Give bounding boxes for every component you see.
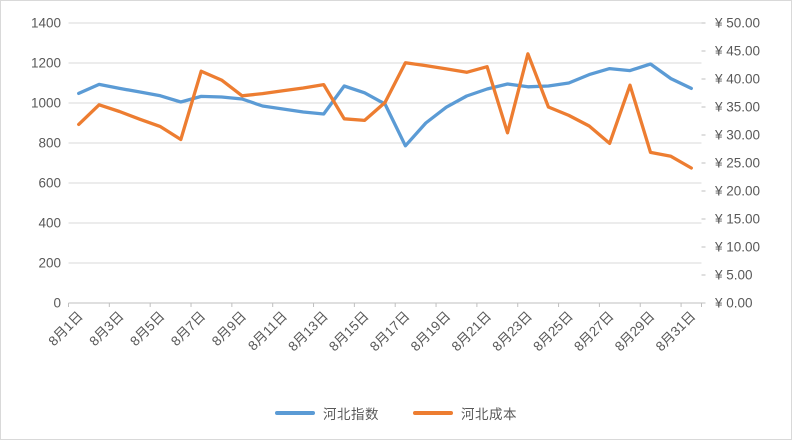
x-axis-label: 8月9日 bbox=[209, 309, 249, 349]
legend-item[interactable]: 河北指数 bbox=[275, 403, 379, 423]
legend-item[interactable]: 河北成本 bbox=[413, 403, 517, 423]
legend-label: 河北成本 bbox=[461, 407, 517, 422]
x-axis-label: 8月3日 bbox=[86, 309, 126, 349]
x-axis-label: 8月19日 bbox=[408, 309, 454, 355]
x-axis-label: 8月11日 bbox=[245, 309, 290, 354]
x-axis-label: 8月29日 bbox=[612, 309, 658, 355]
y-axis-left-label: 800 bbox=[38, 136, 61, 151]
x-axis-label: 8月5日 bbox=[127, 309, 167, 349]
x-axis-label: 8月17日 bbox=[367, 309, 413, 355]
y-axis-right-label: ¥ 45.00 bbox=[714, 44, 760, 59]
y-axis-right-label: ¥ 25.00 bbox=[714, 156, 760, 171]
y-axis-left-label: 1000 bbox=[31, 96, 61, 111]
x-axis-label: 8月1日 bbox=[46, 309, 86, 349]
legend: 河北指数 河北成本 bbox=[1, 403, 791, 423]
series-line-1[interactable] bbox=[77, 52, 693, 170]
legend-line-swatch bbox=[275, 411, 315, 415]
y-axis-left-label: 0 bbox=[53, 296, 61, 311]
x-axis-label: 8月13日 bbox=[285, 309, 331, 355]
y-axis-right-label: ¥ 40.00 bbox=[714, 72, 760, 87]
y-axis-left-label: 600 bbox=[38, 176, 61, 191]
y-axis-right-label: ¥ 50.00 bbox=[714, 16, 760, 31]
y-axis-left-label: 400 bbox=[38, 216, 61, 231]
x-axis-label: 8月7日 bbox=[168, 309, 208, 349]
x-axis-label: 8月23日 bbox=[489, 309, 535, 355]
y-axis-right-label: ¥ 10.00 bbox=[714, 240, 760, 255]
y-axis-right-label: ¥ 20.00 bbox=[714, 184, 760, 199]
y-axis-left-label: 200 bbox=[38, 256, 61, 271]
x-axis-label: 8月21日 bbox=[449, 309, 495, 355]
legend-line-swatch bbox=[413, 411, 453, 415]
x-axis-label: 8月27日 bbox=[571, 309, 617, 355]
x-axis-label: 8月25日 bbox=[530, 309, 576, 355]
y-axis-left-label: 1400 bbox=[31, 16, 61, 31]
x-axis-label: 8月15日 bbox=[326, 309, 372, 355]
y-axis-right-label: ¥ 30.00 bbox=[714, 128, 760, 143]
y-axis-left-label: 1200 bbox=[31, 56, 61, 71]
y-axis-right-label: ¥ 0.00 bbox=[714, 296, 753, 311]
y-axis-right-label: ¥ 5.00 bbox=[714, 268, 753, 283]
x-axis-label: 8月31日 bbox=[653, 309, 699, 355]
legend-label: 河北指数 bbox=[323, 407, 379, 422]
y-axis-right-label: ¥ 15.00 bbox=[714, 212, 760, 227]
y-axis-right-label: ¥ 35.00 bbox=[714, 100, 760, 115]
